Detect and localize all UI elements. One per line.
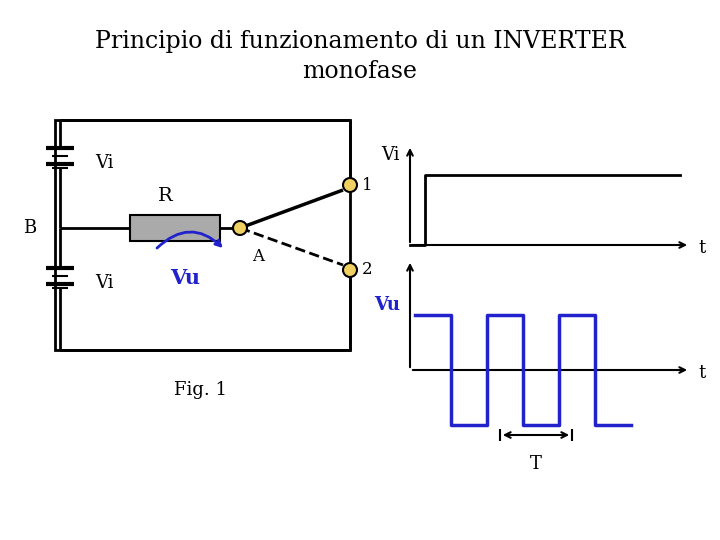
Text: Fig. 1: Fig. 1 — [174, 381, 227, 399]
Text: T: T — [530, 455, 542, 473]
Text: Principio di funzionamento di un INVERTER: Principio di funzionamento di un INVERTE… — [95, 30, 625, 53]
Text: A: A — [252, 248, 264, 265]
Text: Vu: Vu — [374, 296, 400, 314]
Text: Vi: Vi — [382, 146, 400, 164]
Circle shape — [233, 221, 247, 235]
Text: Vu: Vu — [170, 268, 200, 288]
Text: Vi: Vi — [95, 274, 114, 292]
Text: t: t — [698, 239, 706, 257]
Text: 2: 2 — [362, 261, 373, 279]
Text: B: B — [23, 219, 37, 237]
Text: 1: 1 — [362, 177, 373, 193]
Text: t: t — [698, 364, 706, 382]
Bar — [130, 215, 220, 241]
Circle shape — [343, 178, 357, 192]
Bar — [55, 120, 350, 350]
Circle shape — [343, 263, 357, 277]
Text: R: R — [158, 187, 172, 205]
Text: monofase: monofase — [302, 60, 418, 83]
Text: Vi: Vi — [95, 154, 114, 172]
